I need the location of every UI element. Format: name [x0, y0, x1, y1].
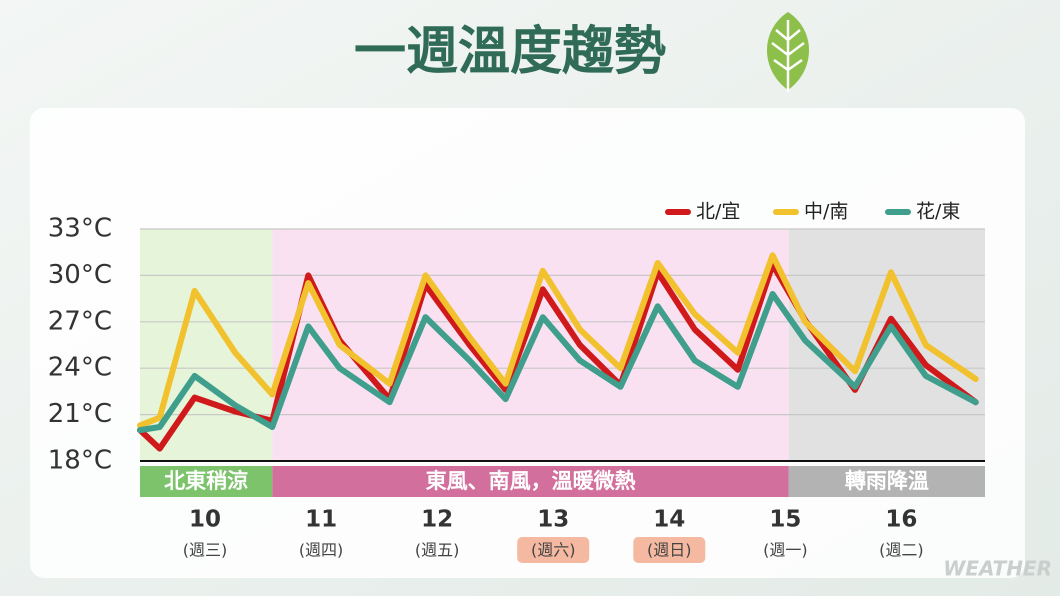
series-line	[137, 252, 979, 429]
x-tick-label: 12	[421, 507, 453, 533]
region-label: 北東稍涼	[164, 469, 248, 493]
x-tick-label: 15	[769, 507, 801, 533]
region-label: 轉雨降溫	[845, 469, 929, 493]
x-tick-note: (週二)	[879, 541, 924, 560]
region-shade	[788, 229, 985, 461]
x-tick-label: 16	[885, 507, 917, 533]
x-tick-note: (週四)	[299, 541, 344, 560]
x-tick-note: (週日)	[647, 541, 692, 560]
x-tick-label: 14	[653, 507, 685, 533]
region-bar	[788, 466, 985, 497]
y-tick-label: 18°C	[48, 446, 112, 476]
region-bar	[272, 466, 789, 497]
y-tick-label: 33°C	[48, 214, 112, 244]
y-tick-label: 21°C	[48, 399, 112, 429]
y-tick-label: 27°C	[48, 306, 112, 336]
leaf-icon	[767, 12, 809, 92]
legend-label: 花/東	[916, 201, 960, 223]
note-highlight	[517, 537, 590, 563]
region-label: 東風、南風，溫暖微熱	[426, 469, 636, 493]
x-tick-note: (週六)	[531, 541, 576, 560]
watermark: WEATHER	[943, 557, 1052, 581]
legend-label: 中/南	[804, 201, 848, 223]
series-line	[137, 291, 979, 434]
x-tick-note: (週五)	[415, 541, 460, 560]
chart-title: 一週溫度趨勢	[354, 22, 666, 82]
x-tick-label: 10	[189, 507, 221, 533]
x-tick-label: 13	[537, 507, 569, 533]
y-tick-label: 24°C	[48, 353, 112, 383]
x-tick-label: 11	[305, 507, 337, 533]
y-tick-label: 30°C	[48, 260, 112, 290]
x-tick-note: (週一)	[763, 541, 808, 560]
region-bar	[140, 466, 273, 497]
note-highlight	[633, 537, 706, 563]
x-tick-note: (週三)	[183, 541, 228, 560]
legend-label: 北/宜	[696, 201, 740, 223]
